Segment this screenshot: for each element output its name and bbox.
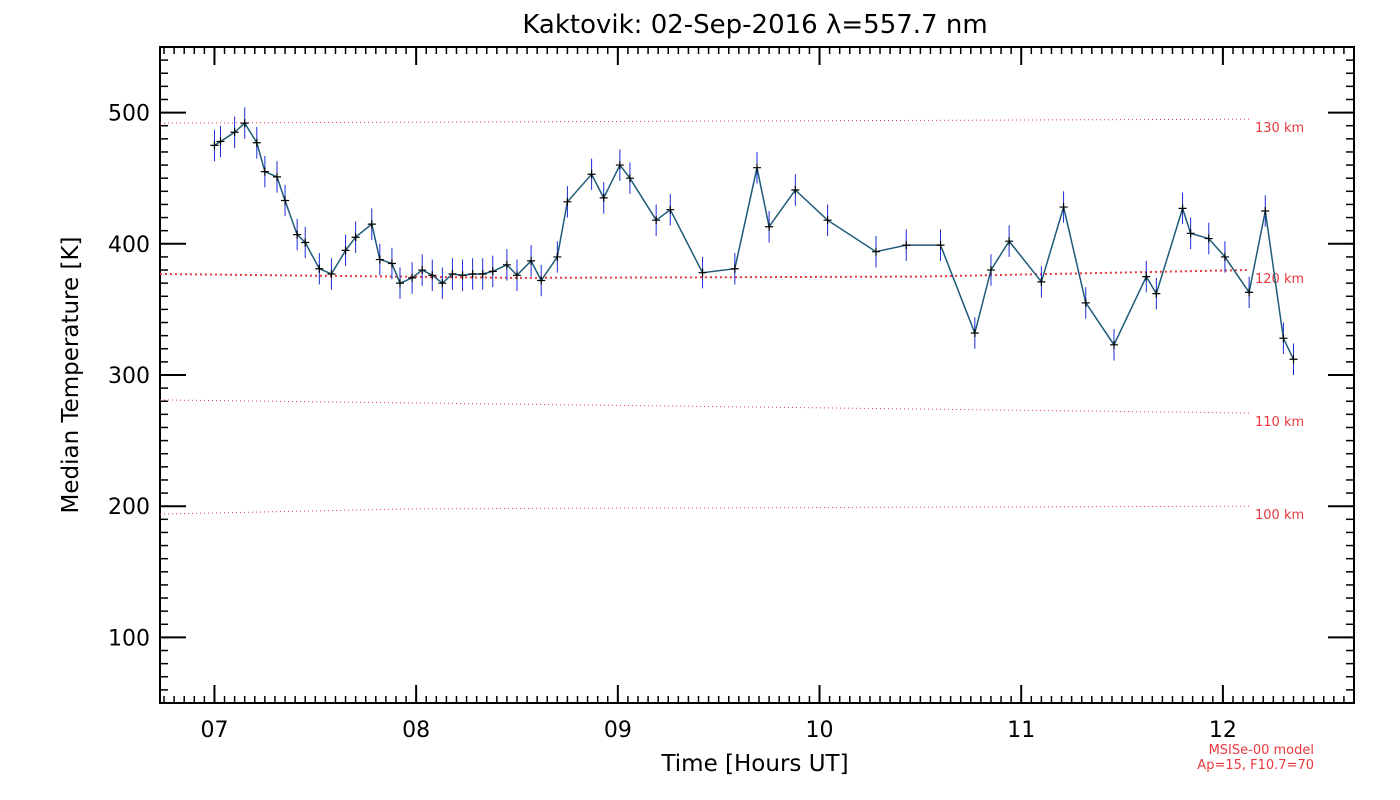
data-point — [488, 267, 497, 276]
data-point — [936, 241, 945, 250]
temperature-series — [210, 107, 1298, 375]
data-point — [478, 269, 487, 278]
model-note-line-1: MSISe-00 model — [1209, 743, 1314, 758]
data-point — [502, 260, 511, 269]
data-point — [367, 220, 376, 229]
data-point — [458, 271, 467, 280]
x-axis-label: Time [Hours UT] — [660, 751, 848, 777]
x-tick-label: 12 — [1209, 718, 1237, 743]
data-point — [418, 266, 427, 275]
data-point — [652, 216, 661, 225]
data-point — [1037, 277, 1046, 286]
data-point — [448, 269, 457, 278]
data-point — [1081, 298, 1090, 307]
data-point — [1245, 288, 1254, 297]
data-point — [587, 170, 596, 179]
data-point — [1220, 252, 1229, 261]
data-point — [293, 230, 302, 239]
data-point — [1178, 204, 1187, 213]
data-point — [387, 259, 396, 268]
data-point — [1059, 203, 1068, 212]
data-point — [553, 252, 562, 261]
x-axis: 07 08 09 10 11 12 — [200, 47, 1237, 743]
data-point — [315, 264, 324, 273]
data-point — [438, 279, 447, 288]
chart-title: Kaktovik: 02-Sep-2016 λ=557.7 nm — [522, 10, 987, 40]
data-point — [375, 255, 384, 264]
data-point — [1142, 272, 1151, 281]
data-point — [281, 196, 290, 205]
data-point — [615, 161, 624, 170]
data-point — [986, 266, 995, 275]
x-tick-label: 10 — [806, 718, 834, 743]
data-point — [970, 329, 979, 338]
y-axis: 100 200 300 400 500 — [108, 102, 1354, 651]
model-line-label: 110 km — [1255, 415, 1304, 430]
data-point — [341, 246, 350, 255]
model-line — [159, 399, 1250, 414]
data-point — [599, 193, 608, 202]
y-tick-label: 500 — [108, 102, 150, 127]
y-tick-label: 400 — [108, 233, 150, 258]
model-line-label: 130 km — [1255, 121, 1304, 136]
data-point — [1152, 289, 1161, 298]
data-point — [625, 174, 634, 183]
minor-ticks — [160, 46, 1355, 704]
data-point — [527, 256, 536, 265]
data-point — [791, 186, 800, 195]
data-point — [216, 137, 225, 146]
data-point — [902, 241, 911, 250]
data-point — [698, 268, 707, 277]
model-line-label: 120 km — [1255, 272, 1304, 287]
series-line — [214, 121, 1295, 360]
data-point — [871, 247, 880, 256]
plot-frame — [159, 46, 1355, 704]
model-line — [159, 505, 1250, 515]
model-note-line-2: Ap=15, F10.7=70 — [1197, 758, 1314, 773]
model-line — [159, 118, 1250, 124]
data-point — [1186, 229, 1195, 238]
data-point — [753, 163, 761, 172]
x-tick-label: 09 — [604, 718, 632, 743]
x-tick-label: 11 — [1007, 718, 1035, 743]
data-point — [823, 216, 832, 225]
y-tick-label: 200 — [108, 495, 150, 520]
data-point — [1279, 334, 1288, 343]
data-point — [252, 138, 261, 147]
y-tick-label: 300 — [108, 364, 150, 389]
data-point — [730, 264, 739, 273]
data-point — [1005, 237, 1014, 246]
data-point — [468, 269, 477, 278]
x-tick-label: 07 — [200, 718, 228, 743]
data-point — [1289, 355, 1298, 364]
data-point — [327, 269, 336, 278]
y-tick-label: 100 — [108, 626, 150, 651]
y-axis-label: Median Temperature [K] — [58, 237, 84, 514]
data-point — [512, 271, 521, 280]
data-point — [396, 279, 405, 288]
data-point — [272, 172, 281, 181]
data-point — [1261, 207, 1270, 215]
data-point — [666, 205, 675, 214]
data-point — [408, 273, 417, 282]
data-point — [260, 167, 269, 176]
data-point — [301, 238, 310, 247]
data-point — [240, 119, 249, 128]
data-point — [428, 271, 437, 280]
data-point — [537, 276, 546, 285]
x-tick-label: 08 — [402, 718, 430, 743]
data-point — [210, 141, 219, 150]
data-point — [351, 233, 360, 242]
data-point — [563, 197, 572, 206]
data-point — [765, 222, 774, 231]
data-point — [1109, 340, 1118, 349]
data-point — [230, 128, 239, 137]
model-line-label: 100 km — [1255, 508, 1304, 523]
data-point — [1204, 234, 1213, 243]
model-reference-lines: 130 km 120 km 110 km 100 km — [159, 118, 1304, 523]
